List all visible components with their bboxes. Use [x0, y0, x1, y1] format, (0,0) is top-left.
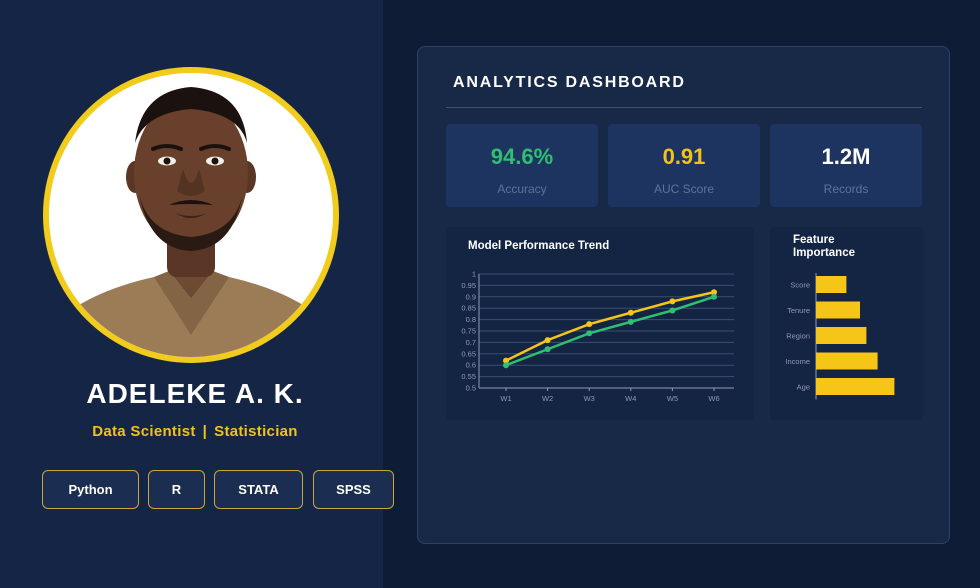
feature-label: Income [785, 357, 810, 366]
feature-importance-title: Feature Importance [793, 234, 855, 260]
x-tick-label: W2 [542, 394, 553, 403]
feature-bar [816, 276, 847, 293]
y-tick-label: 0.55 [461, 372, 476, 381]
series-line-0 [505, 291, 715, 362]
feature-label: Tenure [787, 306, 810, 315]
series-point-0 [544, 337, 551, 344]
feature-label: Region [786, 332, 810, 341]
feature-bar [816, 327, 867, 344]
series-line-1 [505, 295, 715, 367]
performance-chart-title: Model Performance Trend [468, 240, 610, 252]
series-point-1 [669, 307, 676, 314]
x-tick-label: W5 [667, 394, 678, 403]
feature-bar [816, 352, 878, 370]
skill-badge-r[interactable]: R [148, 470, 205, 509]
avatar-portrait [69, 87, 313, 357]
series-point-0 [627, 309, 634, 316]
feature-label: Score [790, 281, 810, 290]
role-separator: | [202, 423, 208, 440]
y-tick-label: 1 [472, 270, 476, 279]
series-point-0 [503, 357, 509, 364]
profile-name: ADELEKE A. K. [86, 378, 304, 409]
kpi-label: Records [823, 182, 869, 196]
feature-importance-title-line: Importance [793, 247, 855, 259]
feature-label: Age [797, 383, 810, 392]
series-point-1 [711, 293, 717, 300]
x-tick-label: W6 [708, 394, 719, 403]
y-tick-label: 0.7 [466, 338, 476, 347]
series-point-1 [627, 318, 634, 325]
dashboard-title: ANALYTICS DASHBOARD [453, 74, 686, 91]
y-tick-label: 0.85 [461, 304, 476, 313]
y-tick-label: 0.9 [466, 292, 476, 301]
y-tick-label: 0.75 [461, 327, 476, 336]
y-tick-label: 0.8 [466, 315, 476, 324]
x-tick-label: W1 [500, 394, 511, 403]
skill-badge-stata[interactable]: STATA [214, 470, 303, 509]
performance-line-chart: 0.5 0.55 0.6 0.65 0.7 0.75 0.8 0.85 0.9 0.95 1 W1 W2… [461, 270, 734, 403]
kpi-value: 94.6% [490, 144, 554, 169]
y-tick-label: 0.6 [466, 361, 476, 370]
dashboard-divider [446, 107, 922, 108]
y-tick-label: 0.5 [466, 384, 476, 393]
avatar [49, 73, 333, 357]
analytics-dashboard: ANALYTICS DASHBOARD 94.6% Accuracy 0.91 … [417, 46, 950, 544]
kpi-label: Accuracy [497, 182, 547, 196]
kpi-card-auc: 0.91 AUC Score [608, 124, 760, 207]
y-tick-label: 0.65 [461, 349, 476, 358]
kpi-card-accuracy: 94.6% Accuracy [446, 124, 598, 207]
series-point-1 [544, 346, 551, 353]
role-secondary: Statistician [214, 423, 298, 440]
y-tick-label: 0.95 [461, 281, 476, 290]
feature-bar [816, 301, 860, 319]
feature-importance-card: Feature Importance Score Tenure Region Inco… [770, 227, 923, 420]
feature-importance-bar-chart: Score Tenure Region Income Age [785, 273, 895, 400]
performance-chart-card: Model Performance Trend 0.5 0.55 0.6 0.65 0.… [446, 227, 754, 420]
avatar-ring [43, 67, 339, 363]
profile-role: Data Scientist | Statistician [0, 423, 390, 440]
kpi-value: 1.2M [821, 144, 871, 169]
series-point-1 [503, 362, 509, 369]
series-point-0 [669, 298, 676, 305]
kpi-card-records: 1.2M Records [770, 124, 922, 207]
feature-importance-title-line: Feature [793, 234, 835, 246]
series-point-0 [711, 289, 717, 296]
kpi-value: 0.91 [662, 144, 706, 169]
series-point-1 [586, 330, 593, 337]
x-tick-label: W4 [625, 394, 636, 403]
kpi-label: AUC Score [653, 182, 715, 196]
skill-badge-python[interactable]: Python [42, 470, 139, 509]
role-primary: Data Scientist [92, 423, 196, 440]
skill-badge-spss[interactable]: SPSS [313, 470, 394, 509]
series-point-0 [586, 321, 593, 328]
feature-bar [816, 378, 895, 395]
x-tick-label: W3 [584, 394, 595, 403]
